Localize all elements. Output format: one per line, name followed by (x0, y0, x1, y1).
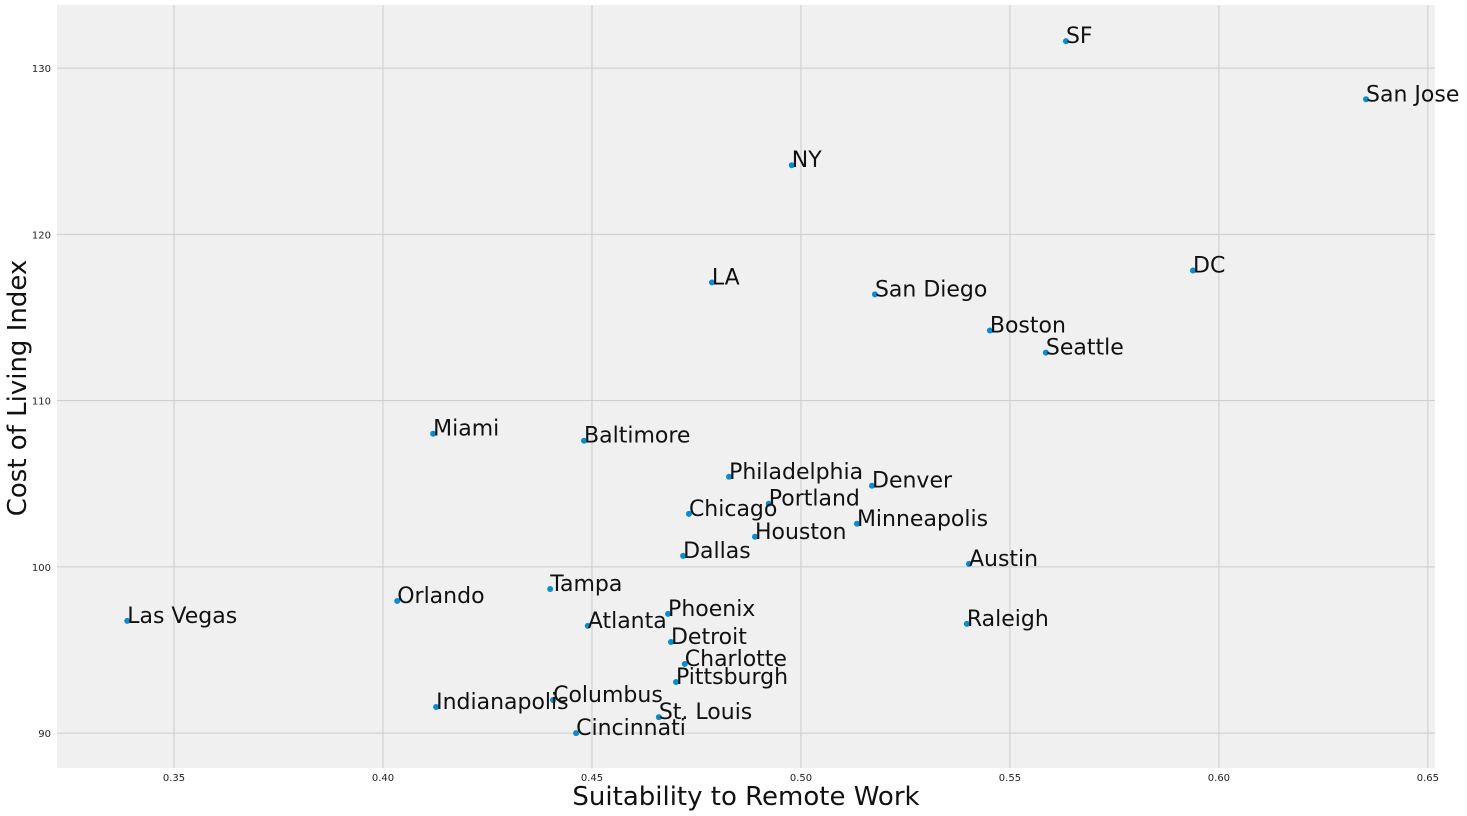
point-label: Philadelphia (729, 460, 863, 485)
point (871, 291, 878, 298)
point-label: Las Vegas (127, 604, 237, 629)
point-label: Miami (433, 417, 499, 442)
point (547, 585, 554, 592)
point-label: Minneapolis (857, 507, 988, 532)
plot-area (57, 5, 1435, 768)
point-label: LA (712, 265, 740, 290)
point (672, 679, 679, 686)
x-tick-label: 0.45 (581, 773, 603, 784)
point (1062, 38, 1069, 45)
point (1190, 267, 1197, 274)
point-label: SF (1066, 24, 1093, 49)
point-label: San Jose (1366, 82, 1459, 107)
point (573, 730, 580, 737)
x-tick-label: 0.50 (790, 773, 812, 784)
point-label: NY (792, 148, 822, 173)
point-label: Charlotte (685, 647, 787, 672)
point-label: Detroit (671, 625, 747, 650)
x-tick-label: 0.65 (1417, 773, 1439, 784)
y-tick-label: 90 (38, 729, 51, 740)
point-label: Raleigh (967, 607, 1049, 632)
point (751, 533, 758, 540)
point-label: San Diego (875, 277, 987, 302)
point-label: Orlando (397, 584, 484, 609)
point-label: Chicago (689, 497, 777, 522)
y-tick-label: 120 (32, 230, 51, 241)
x-tick-label: 0.55 (999, 773, 1021, 784)
point (584, 622, 591, 629)
point-label: Houston (755, 520, 846, 545)
y-tick-label: 100 (32, 563, 51, 574)
point-label: Seattle (1046, 336, 1124, 361)
point-label: Phoenix (668, 597, 755, 622)
point (430, 430, 437, 437)
point (853, 520, 860, 527)
point-label: Baltimore (584, 424, 690, 449)
point (986, 327, 993, 334)
point (667, 638, 674, 645)
point-label: St. Louis (659, 700, 752, 725)
point (1363, 96, 1370, 103)
point (708, 279, 715, 286)
point (433, 703, 440, 710)
point (681, 660, 688, 667)
point (726, 473, 733, 480)
y-tick-label: 130 (32, 64, 51, 75)
point-label: Atlanta (588, 609, 667, 634)
point (665, 610, 672, 617)
point (680, 552, 687, 559)
x-tick-label: 0.35 (163, 773, 185, 784)
point-label: Portland (769, 487, 860, 512)
point (581, 437, 588, 444)
point (550, 697, 557, 704)
y-axis-label: Cost of Living Index (3, 260, 33, 517)
x-tick-label: 0.40 (372, 773, 394, 784)
x-axis-label: Suitability to Remote Work (572, 782, 919, 812)
point-label: Cincinnati (576, 716, 686, 741)
point (124, 617, 131, 624)
point (685, 510, 692, 517)
point (963, 620, 970, 627)
point (765, 500, 772, 507)
point-label: Columbus (553, 683, 663, 708)
point-label: Pittsburgh (676, 665, 788, 690)
point-label: DC (1193, 253, 1225, 278)
point-label: Dallas (683, 539, 751, 564)
x-tick-label: 0.60 (1208, 773, 1230, 784)
point (788, 162, 795, 169)
point (394, 597, 401, 604)
point (1042, 349, 1049, 356)
point (965, 560, 972, 567)
y-tick-label: 110 (32, 397, 51, 408)
point-label: Boston (990, 313, 1066, 338)
point-label: Tampa (549, 572, 622, 597)
point-label: Denver (872, 469, 953, 494)
point-label: Indianapolis (436, 690, 569, 715)
point (869, 482, 876, 489)
point (655, 714, 662, 721)
point-label: Austin (969, 547, 1038, 572)
